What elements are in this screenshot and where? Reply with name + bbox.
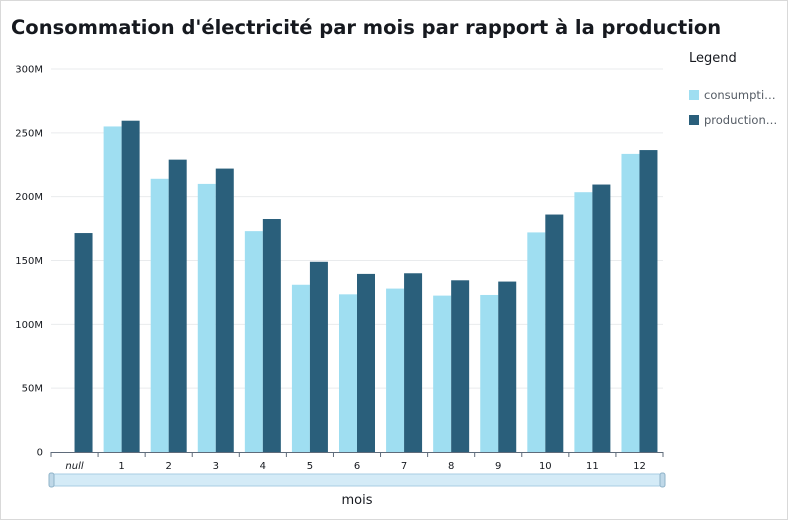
x-axis-title: mois [341, 493, 372, 508]
y-tick-label: 0 [37, 448, 43, 459]
y-axis: 0 50M 100M 150M 200M 250M 300M [15, 65, 43, 459]
scrollbar-track[interactable] [51, 473, 663, 487]
legend-swatch-consumption [689, 90, 699, 100]
x-tick-label: 10 [539, 461, 552, 472]
bar-consumption-8[interactable] [433, 295, 452, 452]
bar-consumption-5[interactable] [291, 284, 310, 452]
scrollbar-handle-right[interactable] [659, 472, 666, 488]
x-tick-label: 6 [354, 461, 360, 472]
bar-production-12[interactable] [639, 150, 658, 452]
scrollbar-handle-left[interactable] [48, 472, 55, 488]
x-tick-label: 5 [307, 461, 313, 472]
legend-swatch-production [689, 115, 699, 125]
x-tick-label: 1 [118, 461, 124, 472]
bar-consumption-7[interactable] [386, 288, 405, 452]
legend-item-production[interactable]: production… [689, 113, 777, 127]
bar-production-2[interactable] [168, 159, 187, 453]
bar-production-4[interactable] [262, 219, 281, 452]
bar-consumption-11[interactable] [574, 192, 593, 452]
x-tick-label: null [65, 461, 83, 472]
bar-consumption-10[interactable] [527, 232, 546, 452]
bar-consumption-2[interactable] [150, 178, 169, 452]
x-tick-label: 12 [633, 461, 646, 472]
bar-production-3[interactable] [215, 168, 234, 452]
x-tick-label: 7 [401, 461, 407, 472]
bar-consumption-1[interactable] [103, 126, 122, 452]
bar-production-9[interactable] [498, 281, 517, 452]
legend-item-consumption[interactable]: consumpti… [689, 88, 776, 102]
x-tick-label: 9 [495, 461, 501, 472]
y-tick-label: 250M [15, 128, 43, 139]
x-tick-label: 8 [448, 461, 454, 472]
chart-title: Consommation d'électricité par mois par … [11, 16, 722, 39]
legend-title: Legend [689, 51, 737, 66]
bar-production-null[interactable] [74, 233, 93, 452]
y-tick-label: 200M [15, 192, 43, 203]
bar-production-11[interactable] [592, 184, 611, 452]
bar-consumption-4[interactable] [244, 231, 263, 452]
y-tick-label: 150M [15, 256, 43, 267]
bar-production-6[interactable] [357, 273, 375, 452]
bar-consumption-3[interactable] [197, 183, 216, 452]
x-tick-label: 3 [213, 461, 219, 472]
x-tick-label: 2 [166, 461, 172, 472]
bar-consumption-9[interactable] [480, 294, 499, 452]
bar-production-1[interactable] [121, 120, 140, 452]
x-tick-label: 11 [586, 461, 599, 472]
bar-production-10[interactable] [545, 214, 564, 452]
y-tick-label: 100M [15, 320, 43, 331]
bars [74, 120, 658, 453]
y-tick-label: 50M [22, 384, 43, 395]
bar-production-7[interactable] [404, 273, 423, 452]
x-tick-label: 4 [260, 461, 266, 472]
y-tick-label: 300M [15, 65, 43, 76]
bar-consumption-12[interactable] [621, 153, 640, 453]
bar-production-8[interactable] [451, 280, 470, 452]
x-scrollbar[interactable] [48, 472, 666, 488]
bar-production-5[interactable] [309, 261, 328, 452]
x-axis: null 1 2 3 4 5 6 7 8 9 10 11 12 [50, 452, 664, 472]
bar-consumption-6[interactable] [339, 294, 357, 452]
